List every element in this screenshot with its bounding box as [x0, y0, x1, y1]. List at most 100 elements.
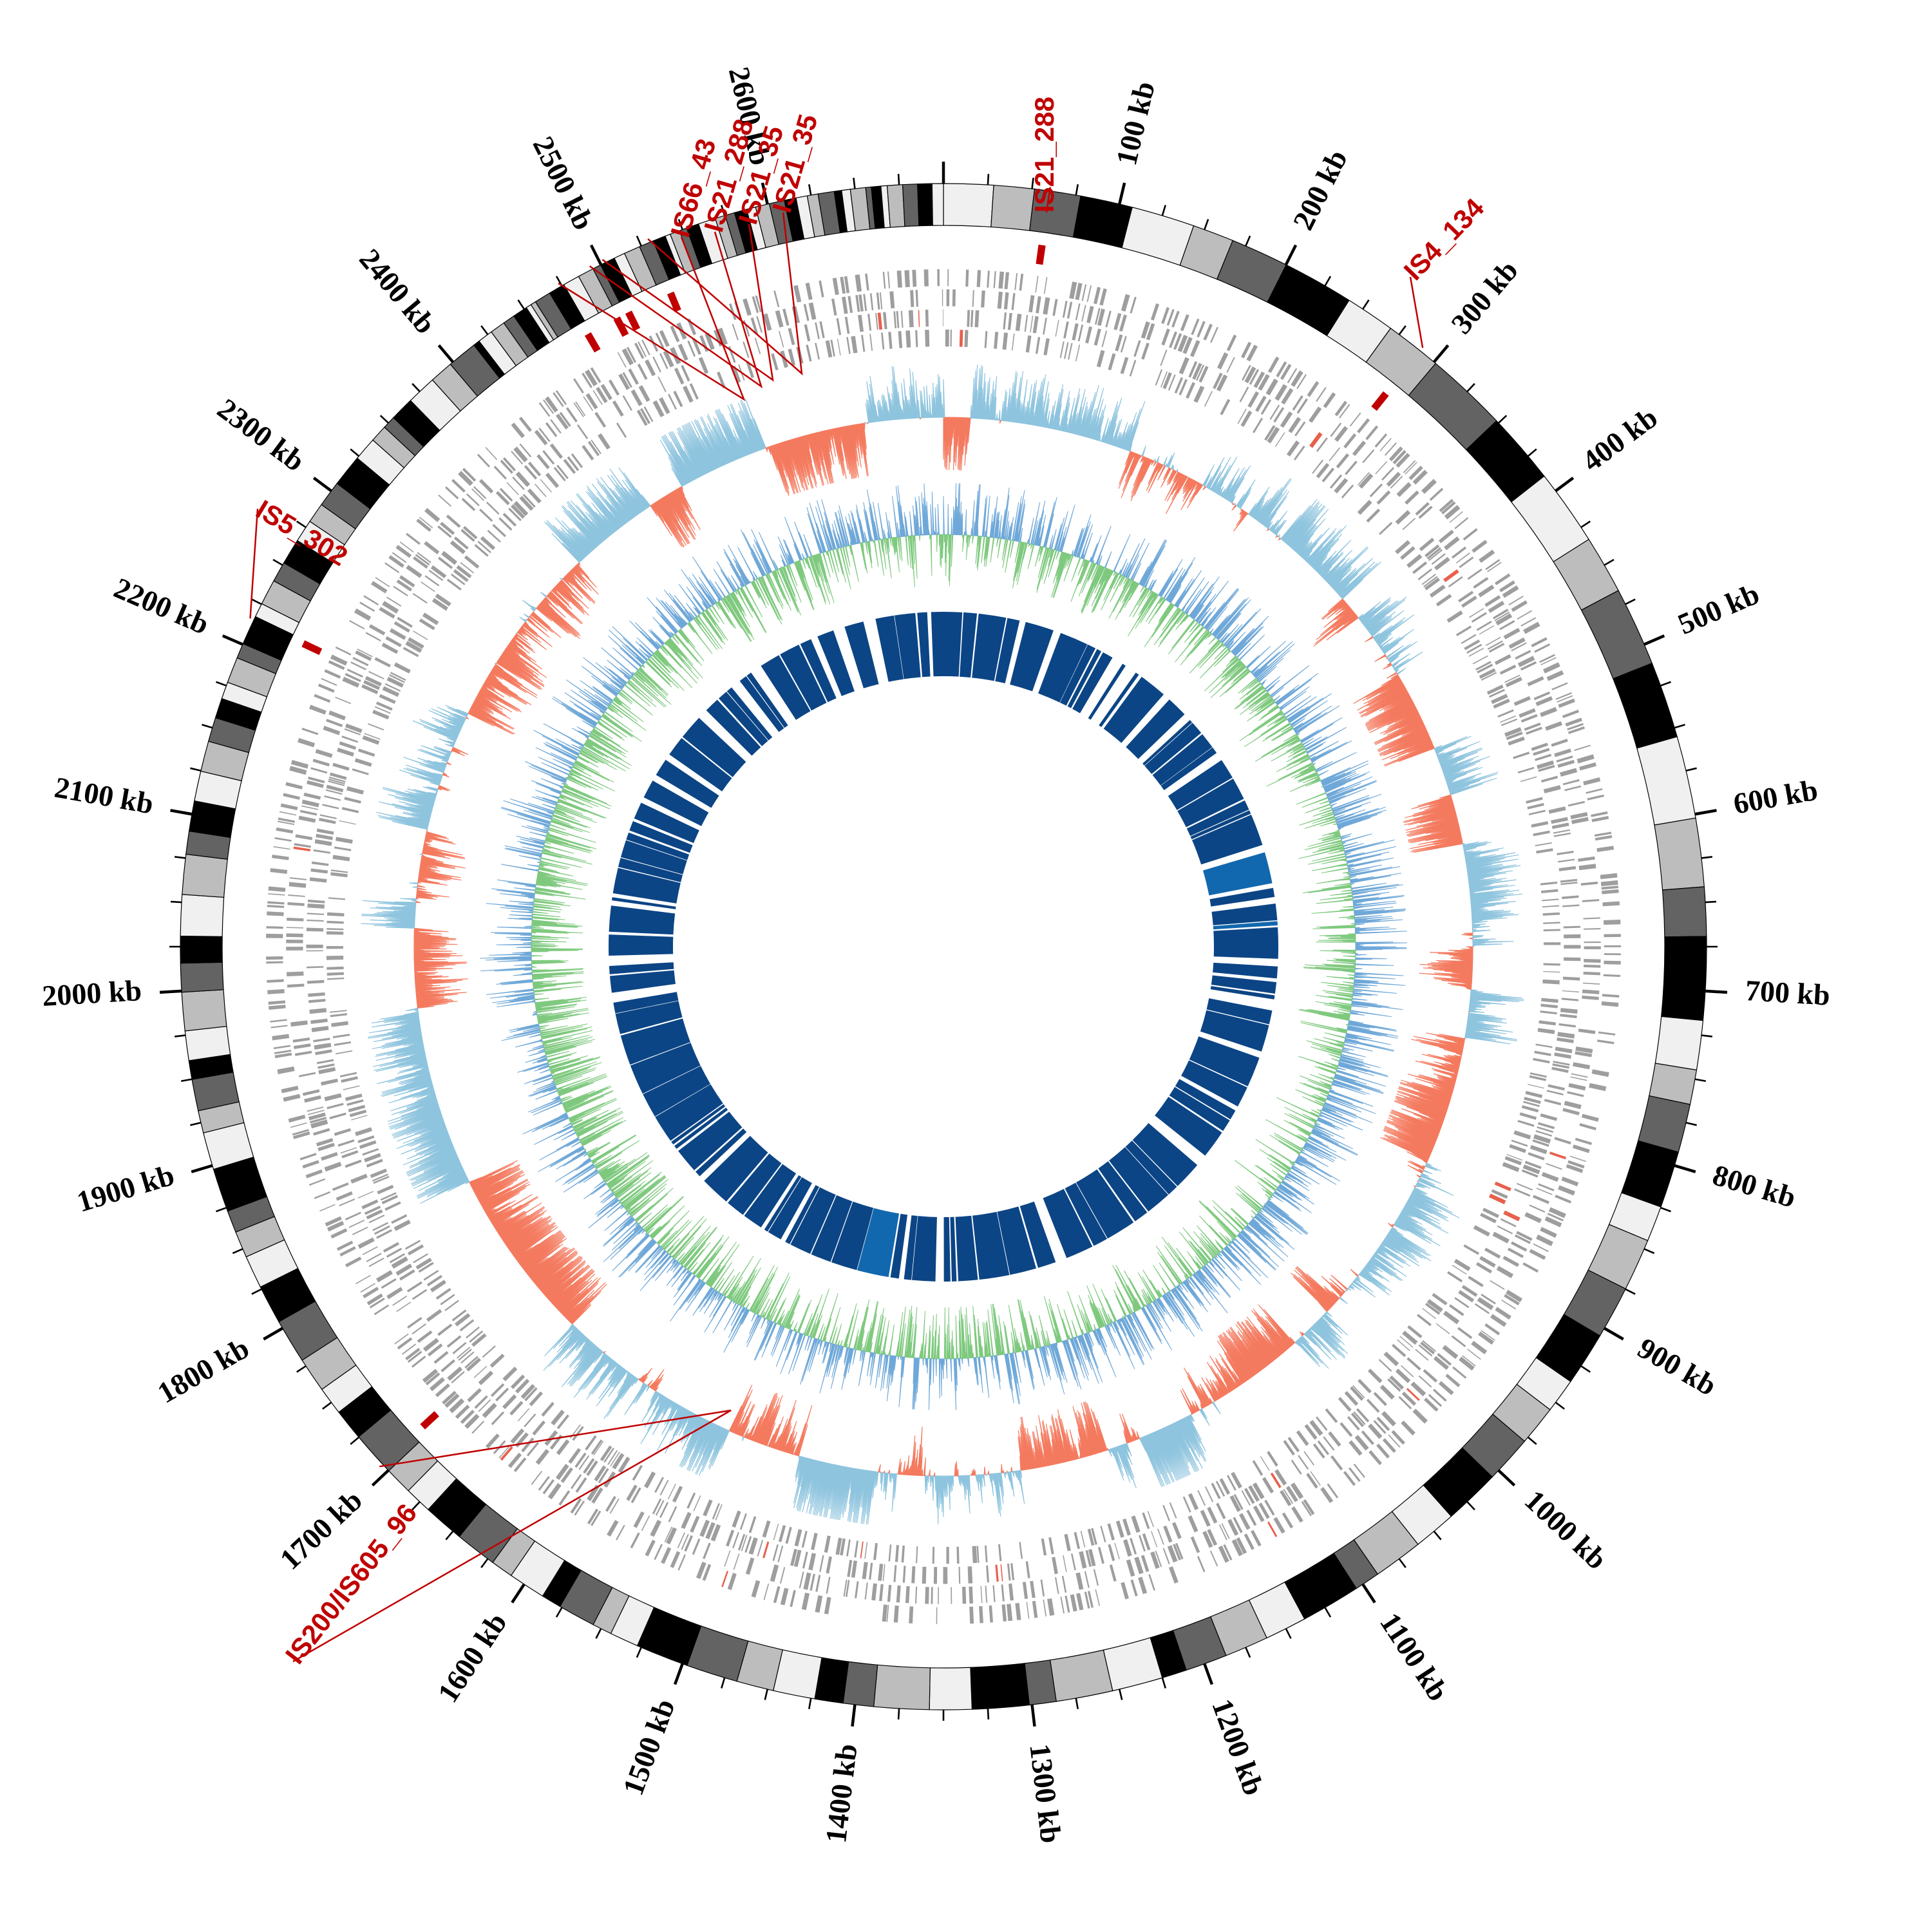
gc-content-sample: [486, 1202, 511, 1217]
cds-feature: [1554, 748, 1571, 757]
gc-content-sample: [1390, 674, 1399, 679]
gc-content-sample: [1114, 1446, 1119, 1453]
gc-content-sample: [863, 1470, 872, 1524]
gc-content-sample: [1242, 1340, 1264, 1370]
cds-feature: [1391, 1430, 1405, 1445]
cds-feature: [587, 440, 600, 457]
cds-feature: [381, 1278, 397, 1289]
gc-content-sample: [530, 1252, 566, 1280]
cds-feature: [524, 465, 538, 480]
gc-content-sample: [1311, 1325, 1345, 1359]
gc-content-sample: [1046, 1430, 1054, 1466]
gc-content-sample: [1323, 605, 1350, 629]
gc-content-sample: [1306, 1273, 1338, 1303]
cds-feature: [535, 1448, 550, 1465]
gc-skew-sample: [951, 517, 952, 535]
cds-feature: [1557, 850, 1574, 856]
gc-content-sample: [1386, 1121, 1436, 1144]
gc-content-sample: [453, 713, 467, 720]
gc-content-sample: [1335, 558, 1374, 593]
gc-content-sample: [1418, 1091, 1451, 1103]
cds-feature: [307, 919, 324, 922]
gc-content-sample: [402, 1126, 447, 1144]
cds-feature: [1479, 625, 1495, 635]
cds-feature: [316, 1138, 334, 1147]
cds-feature: [495, 1387, 509, 1402]
gc-content-sample: [501, 1210, 547, 1240]
gc-content-sample: [635, 1384, 649, 1403]
gc-content-sample: [1054, 1417, 1066, 1463]
gc-content-sample: [1416, 1181, 1431, 1189]
gc-content-sample: [1367, 705, 1416, 730]
gc-content-sample: [411, 1158, 460, 1181]
gc-content-sample: [1161, 1428, 1186, 1477]
cds-feature: [1467, 1349, 1481, 1360]
cds-feature: [458, 1349, 472, 1361]
gc-content-sample: [1301, 1274, 1334, 1306]
gc-content-sample: [1223, 1379, 1232, 1392]
cds-feature: [1457, 1327, 1473, 1340]
gc-content-sample: [1387, 662, 1392, 666]
cds-feature: [1543, 942, 1561, 945]
cds-feature: [782, 308, 790, 326]
gc-content-sample: [1037, 395, 1044, 427]
cds-feature: [568, 1448, 582, 1464]
cds-feature: [1267, 1450, 1278, 1467]
cds-feature: [310, 868, 328, 874]
gc-content-sample: [421, 1066, 429, 1070]
cds-feature: [573, 402, 584, 417]
gc-content-sample: [497, 660, 541, 690]
gc-content-sample: [1071, 413, 1077, 434]
gc-skew-sample: [1274, 685, 1300, 704]
cds-feature: [1472, 540, 1488, 553]
gc-content-sample: [423, 726, 457, 741]
cds-feature: [997, 291, 1003, 309]
gc-content-sample: [1016, 400, 1021, 423]
cds-feature: [590, 367, 601, 383]
gc-content-sample: [1186, 483, 1202, 509]
gc-content-sample: [1057, 1416, 1070, 1462]
cds-feature: [1522, 1262, 1539, 1273]
cds-feature: [326, 946, 344, 949]
cds-feature: [967, 310, 971, 327]
cds-feature: [710, 1524, 721, 1542]
cds-feature: [739, 1513, 747, 1530]
gc-content-sample: [1432, 836, 1463, 844]
gc-content-sample: [1342, 605, 1350, 611]
gc-content-sample: [1321, 1315, 1324, 1318]
gc-content-sample: [540, 602, 578, 636]
gc-content-sample: [1334, 607, 1351, 621]
gc-content-sample: [1419, 1112, 1444, 1122]
gc-content-sample: [1217, 1389, 1223, 1398]
gc-content-sample: [1350, 1269, 1359, 1277]
cds-feature: [456, 1347, 471, 1359]
cds-feature: [703, 1499, 713, 1517]
cds-feature: [1406, 1388, 1420, 1401]
gc-content-sample: [626, 1371, 630, 1378]
gc-content-sample: [472, 703, 490, 714]
gc-content-sample: [1231, 502, 1234, 504]
gc-content-sample: [1183, 479, 1195, 498]
gc-content-sample: [361, 923, 415, 927]
cds-feature: [1520, 714, 1538, 723]
cds-feature: [1421, 478, 1437, 494]
cds-feature: [317, 683, 335, 693]
gc-content-sample: [1316, 551, 1337, 573]
cds-feature: [724, 1550, 731, 1567]
cds-feature: [334, 1041, 352, 1046]
cds-feature: [435, 1383, 450, 1397]
gc-content-sample: [1468, 1007, 1482, 1010]
gc-content-sample: [456, 708, 469, 715]
cds-feature: [571, 1474, 582, 1490]
cds-feature: [878, 1564, 884, 1581]
gc-content-sample: [418, 1145, 455, 1162]
gc-content-sample: [437, 1167, 464, 1181]
gc-content-sample: [395, 1048, 425, 1056]
cds-feature: [1252, 1482, 1265, 1499]
gc-skew-sample: [1288, 693, 1332, 723]
gc-content-sample: [683, 1419, 708, 1466]
cds-feature: [329, 772, 347, 781]
cds-feature: [1445, 1374, 1461, 1387]
gc-content-sample: [547, 1267, 584, 1300]
gc-content-sample: [428, 710, 464, 726]
